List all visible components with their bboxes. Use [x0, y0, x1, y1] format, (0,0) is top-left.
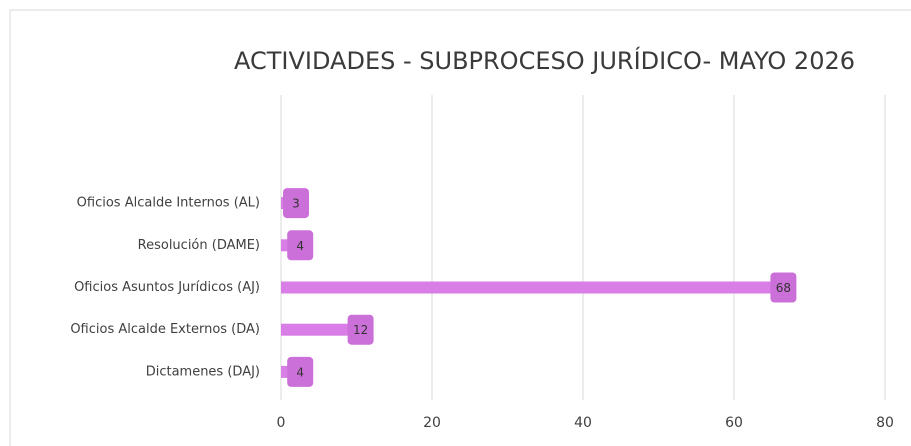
y-tick-label: Oficios Alcalde Externos (DA) — [70, 322, 260, 337]
y-tick-label: Oficios Alcalde Internos (AL) — [77, 196, 260, 211]
y-tick-label: Resolución (DAME) — [138, 238, 260, 253]
x-tick-label: 80 — [876, 415, 894, 431]
y-tick-label: Dictamenes (DAJ) — [146, 364, 260, 379]
data-label-box — [287, 230, 314, 261]
data-label-box — [287, 356, 314, 387]
data-label: 12 — [353, 323, 368, 337]
data-label: 4 — [296, 365, 304, 379]
y-tick-label: Oficios Asuntos Jurídicos (AJ) — [74, 280, 260, 295]
data-label-box — [770, 272, 797, 303]
data-label-box — [347, 314, 374, 345]
data-label-box — [283, 188, 309, 219]
data-label: 4 — [296, 239, 304, 253]
data-label: 3 — [292, 197, 300, 211]
x-tick-label: 60 — [725, 415, 743, 431]
x-tick-label: 0 — [277, 415, 286, 431]
x-tick-label: 40 — [574, 415, 592, 431]
bar — [281, 281, 795, 294]
x-tick-label: 20 — [423, 415, 441, 431]
chart-frame — [9, 9, 911, 446]
data-label: 68 — [776, 281, 791, 295]
chart-title: ACTIVIDADES - SUBPROCESO JURÍDICO- MAYO … — [234, 46, 855, 75]
